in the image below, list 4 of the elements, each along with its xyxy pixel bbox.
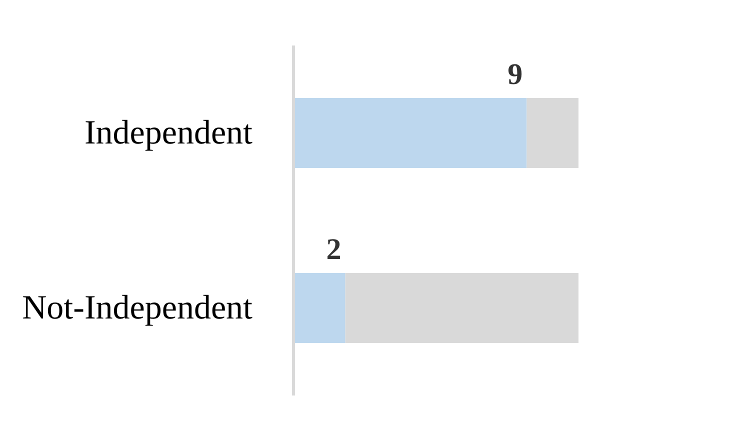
data-label: 2 [326, 233, 342, 266]
y-tick-label: Not-Independent [22, 290, 254, 326]
y-tick-label: Independent [84, 114, 254, 152]
data-label: 9 [508, 58, 523, 91]
